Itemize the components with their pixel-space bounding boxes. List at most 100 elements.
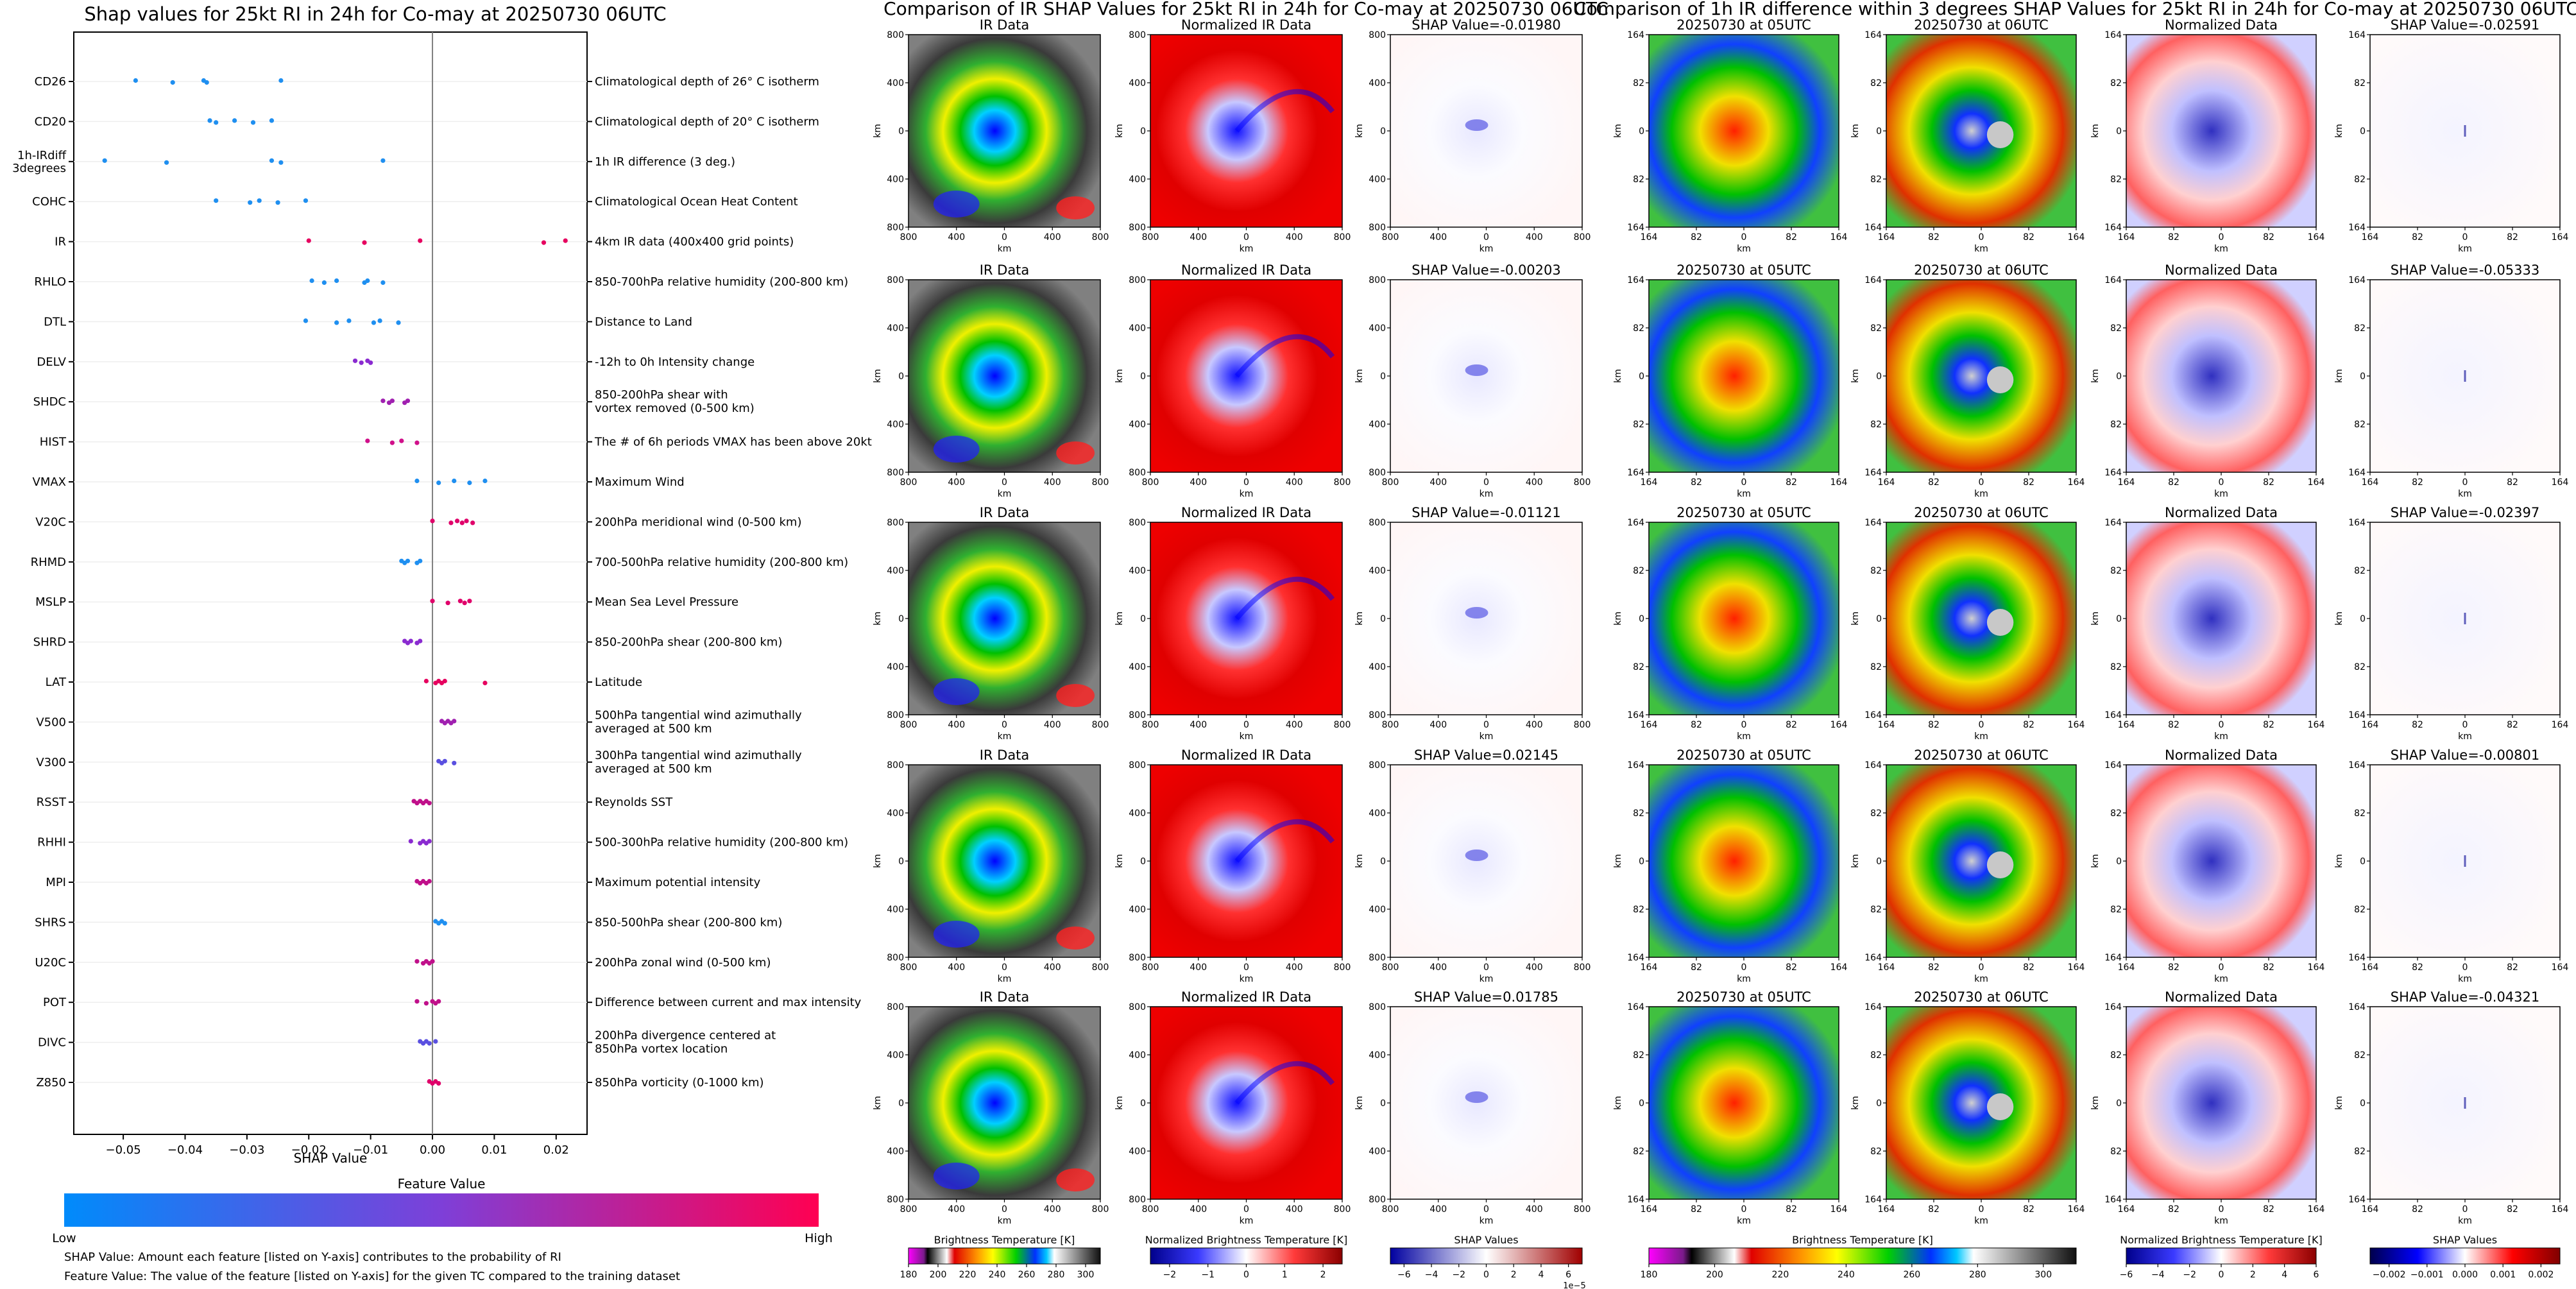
feature-value-note: Feature Value: The value of the feature …	[64, 1270, 680, 1283]
y-axis-label: km	[1354, 124, 1365, 138]
x-axis-label: km	[1974, 974, 1988, 984]
x-tick-label: 800	[900, 232, 917, 243]
shap-point	[396, 320, 401, 325]
x-tick-label: 164	[1641, 962, 1658, 973]
shap-point	[214, 198, 219, 203]
subplot-title: SHAP Value=-0.00203	[1412, 262, 1561, 278]
feature-name-label: RSST	[37, 796, 67, 809]
colorbar-tick-label: −4	[2151, 1270, 2165, 1280]
x-tick-label: 82	[2023, 962, 2034, 973]
y-tick-label: 400	[1369, 1050, 1386, 1061]
shap-point	[303, 318, 309, 323]
x-tick-label: 82	[1691, 232, 1702, 243]
y-tick-label: 0	[2116, 857, 2122, 867]
x-tick-label: 800	[1382, 962, 1399, 973]
y-tick-label: 82	[1870, 175, 1882, 185]
x-tick-label: −0.02	[291, 1143, 327, 1157]
shap-point	[541, 240, 547, 245]
y-tick-label: 82	[1633, 905, 1644, 915]
y-tick-label: 164	[1627, 518, 1644, 528]
shap-point	[204, 80, 209, 85]
x-axis-label: km	[998, 731, 1012, 742]
x-tick-label: 400	[1286, 232, 1303, 243]
y-tick-label: 0	[1380, 126, 1386, 137]
subplot-title: IR Data	[980, 505, 1030, 520]
y-tick-label: 82	[2110, 1050, 2122, 1061]
feature-description: 850hPa vorticity (0-1000 km)	[595, 1076, 764, 1089]
y-tick-label: 82	[1633, 323, 1644, 334]
x-tick-label: 164	[2068, 1204, 2085, 1215]
x-tick-label: 0	[1979, 720, 1984, 730]
y-axis-label: km	[1354, 369, 1365, 383]
y-tick-label: 0	[898, 1098, 904, 1109]
feature-name-label: SHRD	[33, 636, 66, 649]
y-axis-label: km	[1613, 369, 1623, 383]
y-tick-label: 800	[887, 760, 904, 771]
shap-point	[389, 398, 395, 404]
shap-center-feature	[1465, 364, 1488, 376]
shap-point	[427, 1041, 432, 1046]
y-axis-label: km	[2090, 611, 2101, 626]
x-tick-label: 800	[900, 962, 917, 973]
x-tick-label: 0	[1483, 232, 1489, 243]
x-tick-label: 0	[1002, 232, 1007, 243]
heatmap-image	[1649, 522, 1839, 715]
x-tick-label: 164	[2308, 477, 2325, 488]
shap-point	[352, 358, 358, 363]
subplot-title: 20250730 at 06UTC	[1914, 262, 2049, 278]
x-tick-label: 82	[1691, 962, 1702, 973]
subplot-title: Normalized Data	[2165, 17, 2278, 33]
shap-point	[442, 921, 447, 926]
shap-point	[405, 398, 411, 404]
feature-name-label: MSLP	[35, 595, 66, 609]
subplot-title: SHAP Value=-0.02591	[2391, 17, 2540, 33]
y-tick-label: 164	[2348, 518, 2366, 528]
y-tick-label: 0	[1639, 614, 1644, 624]
colorbar-tick-label: 300	[1077, 1270, 1095, 1280]
x-tick-label: 800	[900, 477, 917, 488]
x-axis-label: km	[1480, 974, 1494, 984]
x-tick-label: 400	[1429, 477, 1447, 488]
x-tick-label: 400	[1526, 232, 1543, 243]
x-tick-label: 164	[2118, 477, 2135, 488]
y-tick-label: 164	[1627, 1002, 1644, 1012]
shap-point	[275, 200, 280, 205]
colorbar-tick-label: 0	[1243, 1270, 1249, 1280]
feature-description: 200hPa divergence centered at 850hPa vort…	[595, 1029, 776, 1056]
y-tick-label: 400	[887, 662, 904, 672]
shap-point	[334, 320, 339, 325]
feature-description: Difference between current and max inten…	[595, 996, 862, 1009]
colorbar-tick-label: 4	[1538, 1270, 1544, 1280]
irdiff-colorbars: Brightness Temperature [K]180 200 220 240 26…	[1641, 1234, 2561, 1280]
y-tick-label: 164	[1864, 710, 1882, 721]
colorbar-tick-label: 240	[989, 1270, 1006, 1280]
y-tick-label: 82	[2354, 662, 2366, 672]
ir-comparison-title: Comparison of IR SHAP Values for 25kt RI…	[883, 0, 1608, 19]
x-tick-label: 82	[2168, 232, 2179, 243]
y-tick-label: 400	[1129, 566, 1146, 576]
feature-description: 850-200hPa shear (200-800 km)	[595, 636, 782, 649]
y-tick-label: 82	[1870, 1050, 1882, 1061]
y-tick-label: 400	[1129, 1147, 1146, 1157]
cold-cloud-patch	[933, 436, 980, 463]
x-axis-label: km	[998, 974, 1012, 984]
shap-point	[452, 760, 457, 765]
colorbar-tick-label: 200	[930, 1270, 947, 1280]
y-tick-label: 400	[887, 78, 904, 89]
x-tick-label: 82	[1786, 477, 1797, 488]
y-tick-label: 0	[2116, 371, 2122, 382]
x-tick-label: 800	[1142, 962, 1159, 973]
shap-point	[170, 80, 175, 85]
y-tick-label: 0	[1140, 857, 1146, 867]
x-tick-label: 164	[1878, 962, 1895, 973]
x-tick-label: −0.01	[353, 1143, 388, 1157]
x-tick-label: −0.05	[106, 1143, 141, 1157]
x-tick-label: 800	[1574, 962, 1591, 973]
colorbar-tick-label: 280	[1969, 1270, 1986, 1280]
y-tick-label: 800	[887, 30, 904, 40]
y-tick-label: 800	[1129, 223, 1146, 233]
shap-point	[470, 520, 475, 525]
shap-point	[269, 158, 275, 163]
colorbar	[908, 1247, 1101, 1265]
y-tick-label: 800	[1369, 953, 1386, 963]
